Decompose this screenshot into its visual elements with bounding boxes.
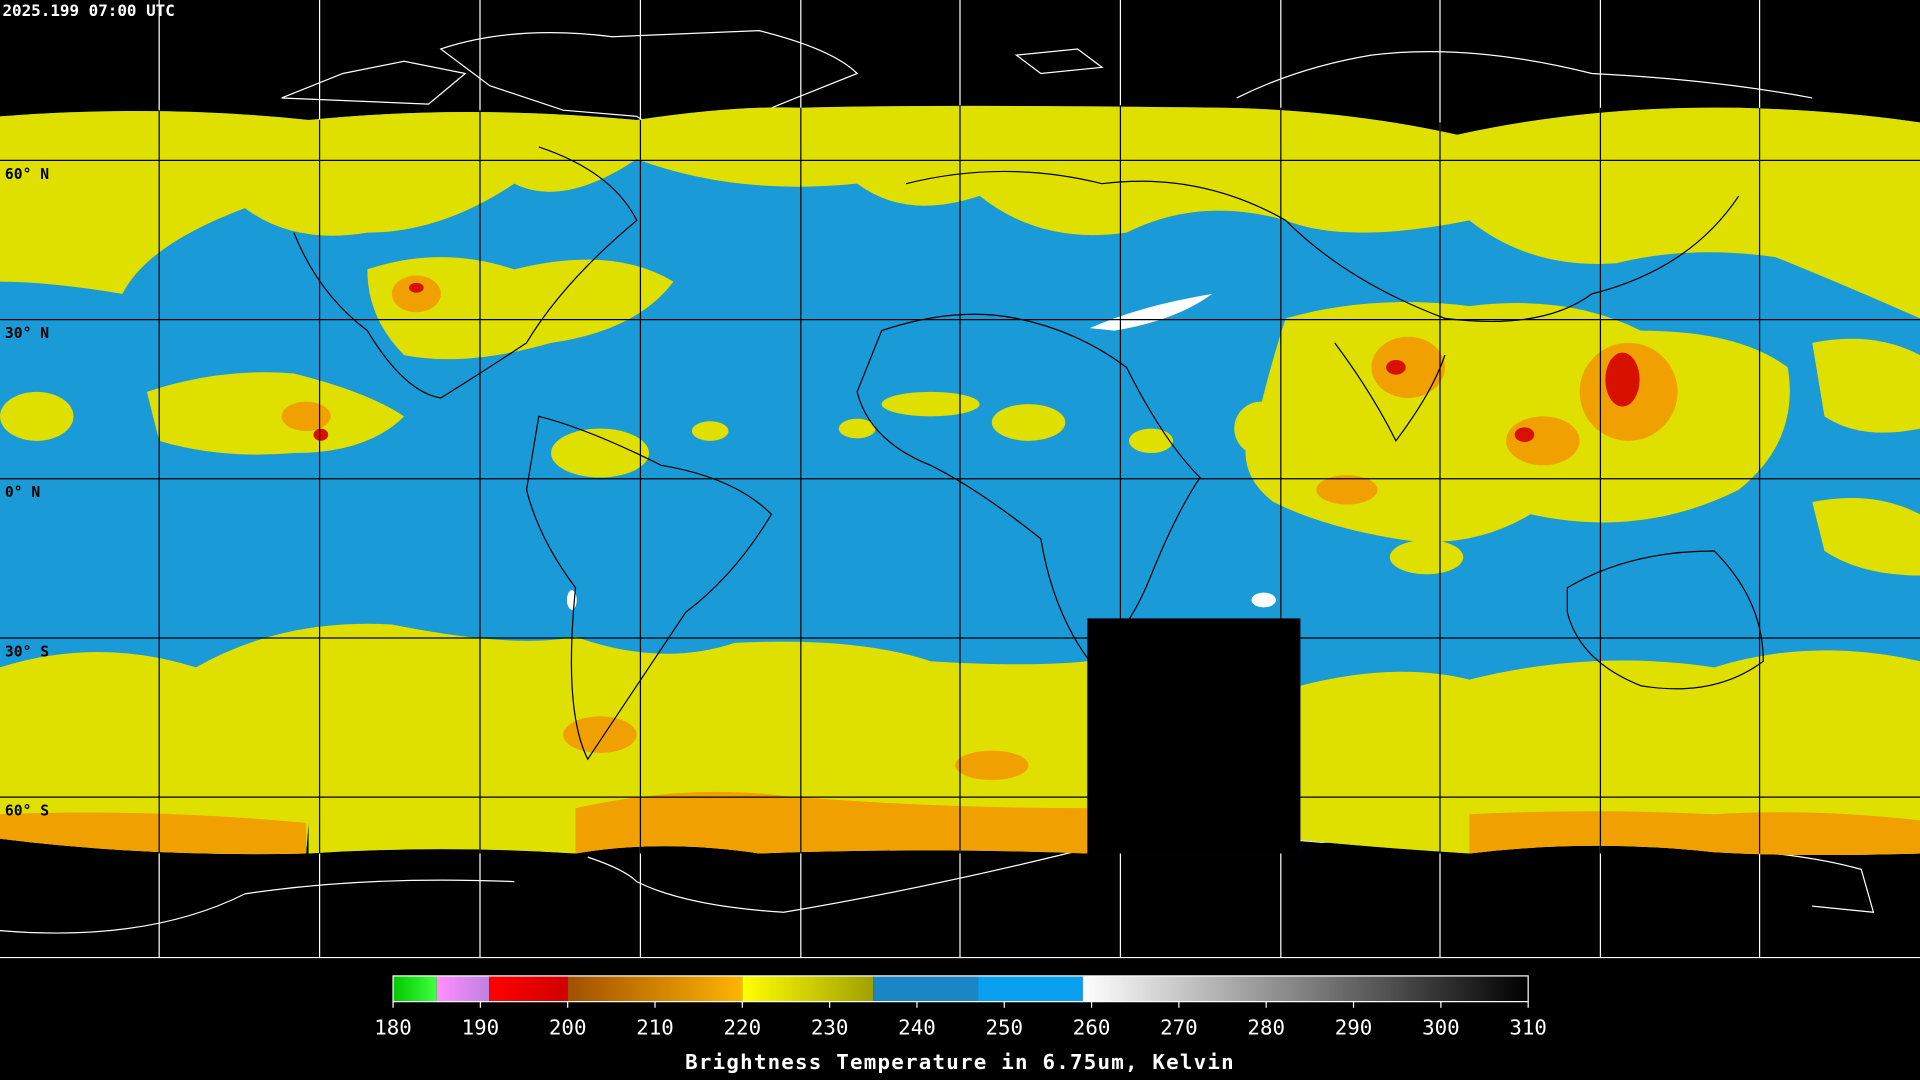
- colorbar-segment: [489, 975, 568, 1002]
- colorbar-tick-label: 190: [462, 1016, 500, 1040]
- colorbar-tick-label: 260: [1073, 1016, 1111, 1040]
- latitude-label: 60° S: [5, 803, 49, 820]
- latitude-grid: 60° N 30° N 0° N 30° S 60° S: [0, 159, 1920, 820]
- colorbar-segment: [873, 975, 979, 1002]
- colorbar-segment: [436, 975, 490, 1002]
- colorbar-segment: [978, 975, 1083, 1002]
- colorbar-tick-label: 250: [985, 1016, 1023, 1040]
- colorbar-frame: [392, 975, 1529, 1003]
- missing-data: [1087, 618, 1301, 854]
- coastlines: [293, 146, 1764, 761]
- latitude-label: 30° N: [5, 325, 49, 342]
- latitude-label: 60° N: [5, 166, 49, 183]
- colorbar-tick-label: 290: [1335, 1016, 1373, 1040]
- latitude-label: 0° N: [5, 484, 40, 501]
- colorbar-tick-label: 180: [374, 1016, 412, 1040]
- colorbar-segment: [1082, 975, 1529, 1002]
- colorbar-tick-label: 210: [636, 1016, 674, 1040]
- colorbar-segment: [567, 975, 743, 1002]
- colorbar-tick-label: 310: [1509, 1016, 1547, 1040]
- colorbar-tick-label: 300: [1422, 1016, 1460, 1040]
- colorbar-tick-label: 270: [1160, 1016, 1198, 1040]
- colorbar-tick-label: 280: [1247, 1016, 1285, 1040]
- colorbar: 180 190 200 210 220 230 240 250 260 270 280 290 300 3…: [374, 975, 1547, 1040]
- colorbar-tick-label: 200: [549, 1016, 587, 1040]
- colorbar-tick-label: 220: [724, 1016, 762, 1040]
- colorbar-segment: [393, 975, 437, 1002]
- colorbar-segment: [742, 975, 874, 1002]
- colorbar-tick-label: 240: [898, 1016, 936, 1040]
- colorbar-title: Brightness Temperature in 6.75um, Kelvin: [685, 1050, 1235, 1074]
- deep-convection: [313, 282, 1640, 443]
- timestamp: 2025.199 07:00 UTC: [2, 1, 174, 20]
- colorbar-tick-label: 230: [811, 1016, 849, 1040]
- latitude-label: 30° S: [5, 643, 49, 660]
